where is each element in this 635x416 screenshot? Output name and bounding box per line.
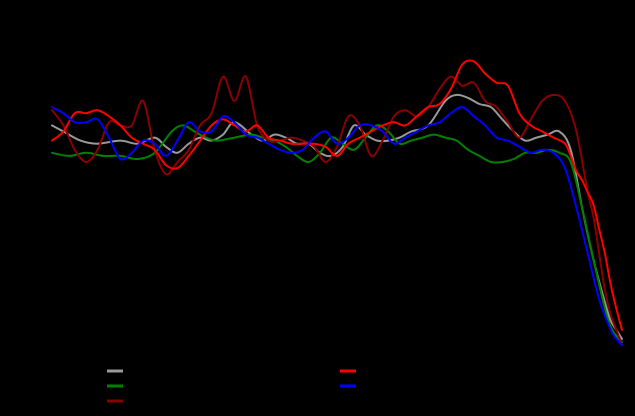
series-line-4 — [51, 59, 623, 331]
series-line-3 — [51, 75, 623, 346]
series-line-5 — [51, 106, 623, 346]
legend — [107, 369, 356, 403]
series-layer — [51, 59, 623, 346]
